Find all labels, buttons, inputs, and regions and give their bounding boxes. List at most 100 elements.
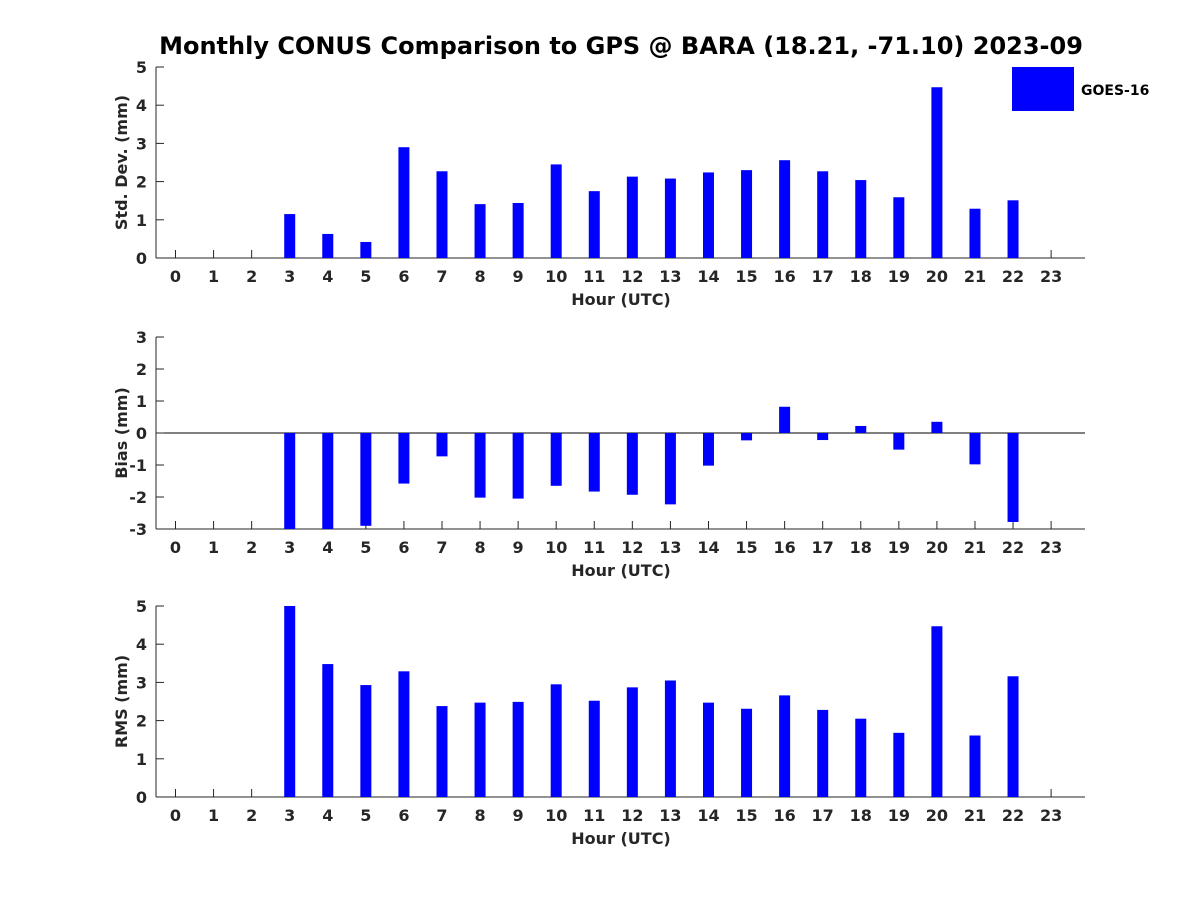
bar-hour-14 bbox=[702, 433, 714, 466]
bar-hour-16 bbox=[779, 695, 791, 797]
bar-hour-3 bbox=[284, 433, 296, 529]
y-tick-label: 1 bbox=[136, 211, 147, 230]
x-tick-label: 13 bbox=[659, 267, 681, 286]
bar-hour-16 bbox=[779, 160, 791, 258]
x-tick-label: 16 bbox=[773, 538, 795, 557]
x-tick-label: 4 bbox=[322, 538, 333, 557]
bar-hour-4 bbox=[322, 664, 334, 797]
x-tick-label: 14 bbox=[697, 267, 719, 286]
x-tick-label: 6 bbox=[398, 267, 409, 286]
x-tick-label: 10 bbox=[545, 538, 567, 557]
y-axis-label: Bias (mm) bbox=[112, 387, 131, 479]
x-tick-label: 23 bbox=[1040, 806, 1062, 825]
x-tick-label: 0 bbox=[170, 538, 181, 557]
x-tick-label: 18 bbox=[850, 806, 872, 825]
y-tick-label: 1 bbox=[136, 392, 147, 411]
bar-hour-13 bbox=[664, 178, 676, 258]
x-tick-label: 3 bbox=[284, 538, 295, 557]
x-tick-label: 10 bbox=[545, 267, 567, 286]
x-tick-label: 1 bbox=[208, 538, 219, 557]
x-tick-label: 0 bbox=[170, 806, 181, 825]
bar-hour-20 bbox=[931, 626, 943, 797]
y-tick-label: 5 bbox=[136, 597, 147, 616]
x-tick-label: 7 bbox=[436, 538, 447, 557]
legend-swatch bbox=[1012, 67, 1074, 111]
x-tick-label: 12 bbox=[621, 806, 643, 825]
bar-hour-15 bbox=[741, 708, 753, 797]
bar-hour-5 bbox=[360, 433, 372, 526]
x-tick-label: 19 bbox=[888, 267, 910, 286]
x-tick-label: 8 bbox=[474, 538, 485, 557]
x-tick-label: 8 bbox=[474, 267, 485, 286]
legend-label: GOES-16 bbox=[1081, 83, 1149, 99]
bar-hour-17 bbox=[817, 171, 829, 258]
bar-hour-11 bbox=[588, 433, 600, 492]
bar-hour-14 bbox=[702, 172, 714, 258]
x-tick-label: 9 bbox=[513, 267, 524, 286]
y-tick-label: 0 bbox=[136, 249, 147, 268]
bar-hour-8 bbox=[474, 433, 486, 498]
bar-hour-21 bbox=[969, 208, 981, 258]
x-tick-label: 2 bbox=[246, 806, 257, 825]
x-tick-label: 19 bbox=[888, 806, 910, 825]
x-tick-label: 13 bbox=[659, 806, 681, 825]
x-tick-label: 13 bbox=[659, 538, 681, 557]
bar-hour-5 bbox=[360, 241, 372, 258]
bar-hour-18 bbox=[855, 180, 867, 258]
bar-hour-13 bbox=[664, 680, 676, 797]
bar-hour-5 bbox=[360, 685, 372, 797]
x-tick-label: 5 bbox=[360, 806, 371, 825]
x-tick-label: 5 bbox=[360, 538, 371, 557]
x-axis-label: Hour (UTC) bbox=[571, 290, 671, 309]
x-tick-label: 2 bbox=[246, 267, 257, 286]
x-axis-label: Hour (UTC) bbox=[571, 561, 671, 580]
x-tick-label: 15 bbox=[735, 267, 757, 286]
x-tick-label: 14 bbox=[697, 538, 719, 557]
x-tick-label: 11 bbox=[583, 267, 605, 286]
x-tick-label: 12 bbox=[621, 267, 643, 286]
x-tick-label: 17 bbox=[812, 538, 834, 557]
y-tick-label: 2 bbox=[136, 712, 147, 731]
bar-hour-10 bbox=[550, 684, 562, 797]
x-tick-label: 0 bbox=[170, 267, 181, 286]
x-axis-label: Hour (UTC) bbox=[571, 829, 671, 848]
bar-hour-15 bbox=[741, 170, 753, 258]
y-tick-label: -3 bbox=[129, 520, 147, 539]
x-tick-label: 16 bbox=[773, 267, 795, 286]
bar-hour-3 bbox=[284, 214, 296, 258]
y-tick-label: 0 bbox=[136, 424, 147, 443]
bar-hour-21 bbox=[969, 433, 981, 465]
bar-hour-9 bbox=[512, 701, 524, 797]
bar-hour-7 bbox=[436, 433, 448, 457]
bar-hour-3 bbox=[284, 606, 296, 797]
x-tick-label: 11 bbox=[583, 806, 605, 825]
x-tick-label: 21 bbox=[964, 267, 986, 286]
bar-hour-17 bbox=[817, 433, 829, 441]
x-tick-label: 3 bbox=[284, 267, 295, 286]
bar-hour-14 bbox=[702, 702, 714, 797]
x-tick-label: 8 bbox=[474, 806, 485, 825]
y-tick-label: 2 bbox=[136, 173, 147, 192]
bar-hour-21 bbox=[969, 735, 981, 797]
x-tick-label: 22 bbox=[1002, 806, 1024, 825]
bar-hour-12 bbox=[626, 176, 638, 258]
x-tick-label: 5 bbox=[360, 267, 371, 286]
x-tick-label: 23 bbox=[1040, 267, 1062, 286]
x-tick-label: 18 bbox=[850, 538, 872, 557]
x-tick-label: 22 bbox=[1002, 538, 1024, 557]
x-tick-label: 20 bbox=[926, 806, 948, 825]
x-tick-label: 20 bbox=[926, 267, 948, 286]
y-tick-label: 3 bbox=[136, 134, 147, 153]
bar-hour-7 bbox=[436, 706, 448, 797]
bar-hour-16 bbox=[779, 406, 791, 433]
y-tick-label: 0 bbox=[136, 788, 147, 807]
y-tick-label: -2 bbox=[129, 488, 147, 507]
x-tick-label: 18 bbox=[850, 267, 872, 286]
bar-hour-19 bbox=[893, 197, 905, 258]
bar-hour-22 bbox=[1007, 433, 1019, 522]
x-tick-label: 6 bbox=[398, 806, 409, 825]
bar-hour-6 bbox=[398, 433, 410, 484]
x-tick-label: 6 bbox=[398, 538, 409, 557]
